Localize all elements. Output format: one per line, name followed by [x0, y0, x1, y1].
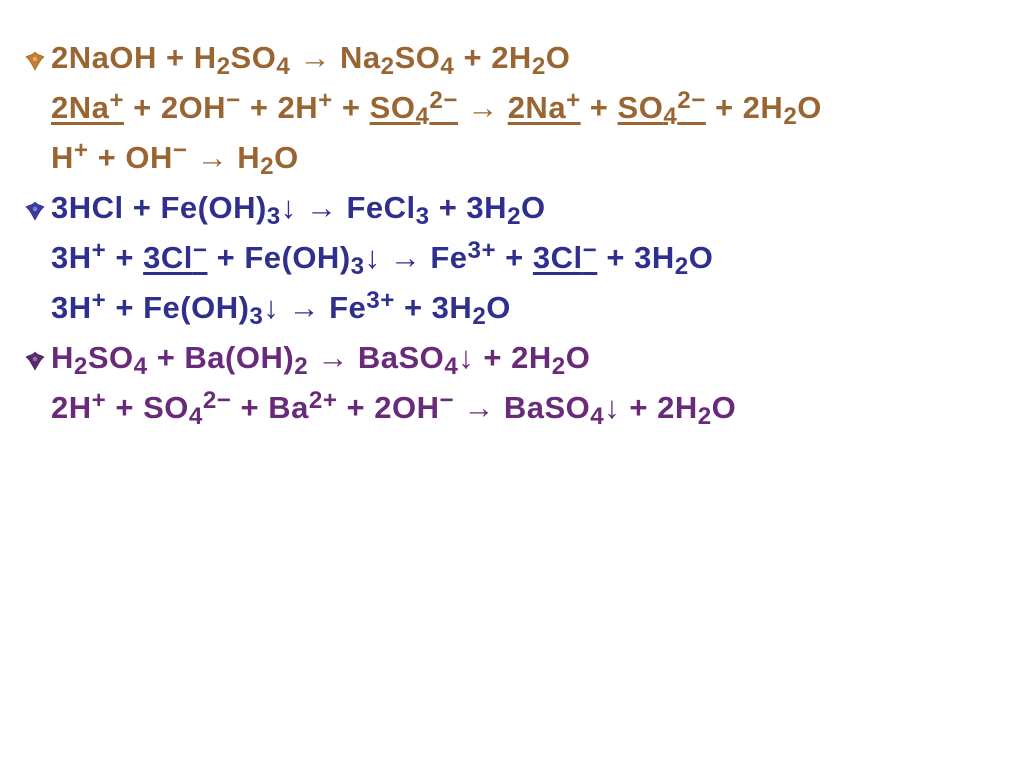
eq-row: H2SO4 + Ba(OH)2 → BaSO4↓ + 2H2O	[25, 340, 999, 376]
equation-text: 3HCl + Fe(OH)3↓ → FeCl3 + 3H2O	[51, 190, 546, 226]
slide: 2NaOH + H2SO4 → Na2SO4 + 2H2O 2Na+ + 2OH…	[0, 0, 1024, 426]
eq-row: 2H+ + SO42− + Ba2+ + 2OH− → BaSO4↓ + 2H2…	[25, 390, 999, 426]
eq-row: 2Na+ + 2OH− + 2H+ + SO42− → 2Na+ + SO42−…	[25, 90, 999, 126]
equation-text: 2Na+ + 2OH− + 2H+ + SO42− → 2Na+ + SO42−…	[51, 90, 822, 126]
eq-row: 3H+ + 3Cl− + Fe(OH)3↓ → Fe3+ + 3Cl− + 3H…	[25, 240, 999, 276]
eq-row: 3HCl + Fe(OH)3↓ → FeCl3 + 3H2O	[25, 190, 999, 226]
bullet-icon	[25, 48, 51, 68]
bullet-icon	[25, 198, 51, 218]
equation-text: 2H+ + SO42− + Ba2+ + 2OH− → BaSO4↓ + 2H2…	[51, 390, 736, 426]
eq-row: 3H+ + Fe(OH)3↓ → Fe3+ + 3H2O	[25, 290, 999, 326]
equation-text: 3H+ + 3Cl− + Fe(OH)3↓ → Fe3+ + 3Cl− + 3H…	[51, 240, 713, 276]
equation-text: H2SO4 + Ba(OH)2 → BaSO4↓ + 2H2O	[51, 340, 590, 376]
eq-row: H+ + OH− → H2O	[25, 140, 999, 176]
equation-text: 3H+ + Fe(OH)3↓ → Fe3+ + 3H2O	[51, 290, 511, 326]
equation-text: 2NaOH + H2SO4 → Na2SO4 + 2H2O	[51, 40, 570, 76]
eq-row: 2NaOH + H2SO4 → Na2SO4 + 2H2O	[25, 40, 999, 76]
equation-text: H+ + OH− → H2O	[51, 140, 299, 176]
bullet-icon	[25, 348, 51, 368]
